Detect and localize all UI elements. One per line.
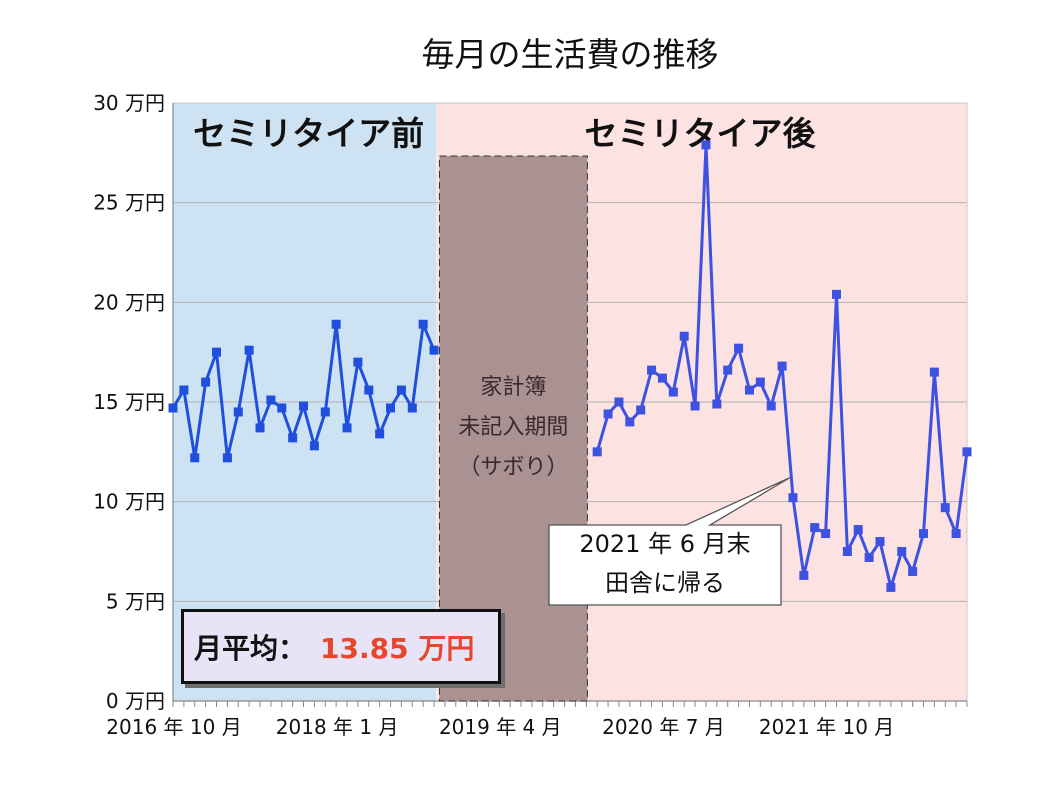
data-point bbox=[299, 401, 309, 411]
data-point bbox=[418, 319, 428, 329]
average-box: 月平均： 13.85 万円 bbox=[181, 609, 501, 684]
data-point bbox=[657, 373, 667, 383]
data-point bbox=[690, 401, 700, 411]
series-layer bbox=[168, 140, 972, 592]
data-point bbox=[179, 385, 189, 395]
data-point bbox=[734, 343, 744, 353]
data-point bbox=[723, 365, 733, 375]
after-region-label: セミリタイア後 bbox=[585, 114, 817, 153]
data-point bbox=[766, 401, 776, 411]
y-tick-label: 5 万円 bbox=[106, 589, 165, 613]
x-tick-label: 2018 年 1 月 bbox=[276, 715, 399, 739]
data-point bbox=[603, 409, 613, 419]
x-tick-label: 2019 年 4 月 bbox=[439, 715, 562, 739]
data-point bbox=[940, 503, 950, 513]
data-point bbox=[364, 385, 374, 395]
data-point bbox=[647, 365, 657, 375]
data-point bbox=[875, 537, 885, 547]
data-point bbox=[396, 385, 406, 395]
data-point bbox=[929, 367, 939, 377]
y-tick-label: 25 万円 bbox=[93, 191, 165, 215]
data-point bbox=[190, 453, 200, 463]
data-point bbox=[212, 347, 222, 357]
data-point bbox=[810, 523, 820, 533]
callout-text: 田舎に帰る bbox=[605, 569, 725, 597]
data-point bbox=[712, 399, 722, 409]
y-tick-label: 20 万円 bbox=[93, 290, 165, 314]
data-point bbox=[288, 433, 298, 443]
data-point bbox=[331, 319, 341, 329]
y-tick-label: 10 万円 bbox=[93, 490, 165, 514]
y-tick-label: 15 万円 bbox=[93, 390, 165, 414]
data-point bbox=[168, 403, 178, 413]
data-point bbox=[375, 429, 385, 439]
data-point bbox=[386, 403, 396, 413]
data-point bbox=[951, 529, 961, 539]
data-point bbox=[222, 453, 232, 463]
data-point bbox=[831, 289, 841, 299]
data-point bbox=[701, 140, 711, 150]
gap-label-line: 家計簿 bbox=[480, 375, 546, 400]
data-point bbox=[255, 423, 265, 433]
data-point bbox=[277, 403, 287, 413]
x-tick-label: 2020 年 7 月 bbox=[602, 715, 725, 739]
data-point bbox=[233, 407, 243, 417]
callout-box bbox=[548, 477, 791, 606]
data-point bbox=[342, 423, 352, 433]
data-point bbox=[908, 566, 918, 576]
chart-title: 毎月の生活費の推移 bbox=[422, 35, 719, 74]
data-point bbox=[353, 357, 363, 367]
data-point bbox=[744, 385, 754, 395]
x-tick-label: 2016 年 10 月 bbox=[106, 715, 241, 739]
data-point bbox=[799, 570, 809, 580]
data-point bbox=[429, 345, 439, 355]
data-point bbox=[407, 403, 417, 413]
before-region-label: セミリタイア前 bbox=[193, 114, 424, 153]
data-point bbox=[320, 407, 330, 417]
data-point bbox=[897, 547, 907, 556]
data-point bbox=[244, 345, 254, 355]
data-point bbox=[266, 395, 276, 405]
data-point bbox=[625, 417, 635, 427]
data-point bbox=[918, 529, 928, 539]
data-point bbox=[788, 493, 798, 503]
data-point bbox=[592, 447, 602, 457]
gap-label-line: （サボり） bbox=[458, 455, 568, 480]
data-point bbox=[853, 525, 863, 535]
average-label: 月平均： bbox=[194, 631, 307, 665]
data-point bbox=[842, 547, 852, 556]
data-point bbox=[309, 441, 319, 451]
x-tick-labels: 2016 年 10 月 2018 年 1 月 2019 年 4 月 2020 年 7 … bbox=[106, 701, 968, 739]
y-tick-labels: 0 万円 5 万円 10 万円 15 万円 20 万円 25 万円 30 万円 bbox=[93, 91, 165, 713]
average-value: 13.85 万円 bbox=[320, 631, 475, 665]
data-point bbox=[886, 582, 896, 592]
data-point bbox=[668, 387, 678, 397]
data-point bbox=[201, 377, 211, 387]
data-point bbox=[864, 552, 874, 562]
data-point bbox=[614, 397, 624, 407]
x-tick-label: 2021 年 10 月 bbox=[759, 715, 894, 739]
y-tick-label: 30 万円 bbox=[93, 91, 165, 115]
data-point bbox=[777, 361, 787, 371]
data-point bbox=[962, 447, 972, 457]
callout-text: 2021 年 6 月末 bbox=[579, 530, 750, 558]
data-point bbox=[679, 331, 689, 341]
data-point bbox=[636, 405, 646, 415]
data-point bbox=[821, 529, 831, 539]
data-point bbox=[755, 377, 765, 387]
gap-label-line: 未記入期間 bbox=[458, 415, 568, 440]
y-tick-label: 0 万円 bbox=[106, 689, 165, 713]
